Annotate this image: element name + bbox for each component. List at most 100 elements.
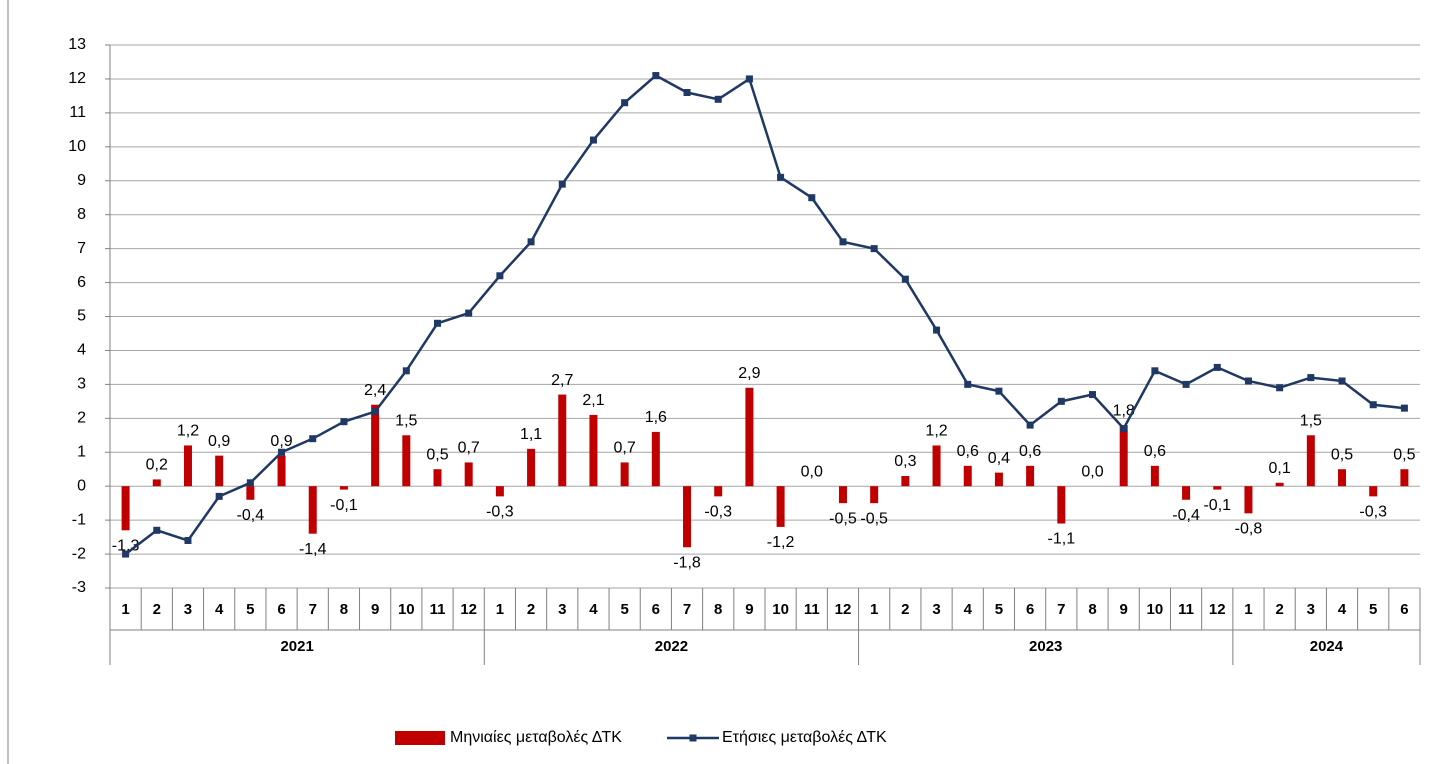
data-label: 1,8	[1113, 402, 1135, 419]
y-tick-label: -3	[72, 579, 86, 596]
data-label: 1,6	[645, 409, 667, 426]
bar	[527, 448, 536, 487]
x-tick-label: 2	[1275, 601, 1283, 618]
x-tick-label: 2	[153, 601, 161, 618]
line-marker	[278, 448, 286, 456]
x-tick-label: 1	[1244, 601, 1252, 618]
bar	[464, 462, 473, 487]
bar	[932, 445, 941, 487]
legend-label: Μηνιαίες μεταβολές ΔΤΚ	[450, 729, 622, 746]
y-tick-label: 2	[77, 410, 86, 427]
data-label: 2,9	[738, 365, 760, 382]
data-label: 2,1	[582, 392, 604, 409]
data-label: -0,3	[1359, 504, 1387, 521]
data-label: -0,1	[330, 497, 358, 514]
x-tick-label: 11	[430, 601, 446, 618]
bar	[1057, 486, 1066, 524]
line-marker	[1182, 380, 1190, 388]
line-marker	[465, 309, 473, 317]
y-tick-label: 0	[77, 477, 86, 494]
line-marker	[1276, 384, 1284, 392]
x-tick-label: 4	[589, 601, 598, 618]
line-marker	[1338, 377, 1346, 385]
data-label: 0,5	[426, 446, 448, 463]
y-tick-label: 13	[68, 36, 86, 53]
line-marker	[1057, 397, 1065, 405]
line-marker	[527, 238, 535, 246]
data-label: -0,1	[1203, 497, 1231, 514]
x-tick-label: 6	[1026, 601, 1034, 618]
data-label: 0,3	[894, 453, 916, 470]
x-tick-label: 7	[683, 601, 691, 618]
bar	[589, 414, 598, 487]
data-label: 2,4	[364, 382, 386, 399]
bar	[1275, 482, 1284, 487]
bar	[339, 486, 348, 490]
x-tick-label: 1	[121, 601, 129, 618]
legend-label: Ετήσιες μεταβολές ΔΤΚ	[722, 729, 887, 746]
x-tick-label: 2	[527, 601, 535, 618]
line-marker	[1213, 363, 1221, 371]
bar	[620, 462, 629, 487]
legend-swatch	[395, 731, 445, 745]
y-tick-label: -1	[72, 511, 86, 528]
x-tick-label: 4	[1338, 601, 1347, 618]
x-tick-label: 3	[932, 601, 940, 618]
data-label: 0,7	[614, 440, 636, 457]
line-marker	[1089, 391, 1096, 399]
x-tick-label: 11	[1178, 601, 1194, 618]
data-label: 0,6	[1019, 443, 1041, 460]
data-label: 0,0	[1081, 463, 1103, 480]
line-marker	[964, 380, 972, 388]
line-marker	[589, 136, 597, 144]
data-label: -0,5	[860, 510, 888, 527]
data-label: 0,9	[208, 433, 230, 450]
line-marker	[496, 272, 504, 280]
bar	[1213, 486, 1222, 490]
bar	[838, 486, 847, 504]
line	[124, 74, 1405, 556]
line-marker	[1307, 374, 1315, 382]
line-marker	[246, 479, 254, 487]
line-marker	[1026, 421, 1034, 429]
line-marker	[683, 89, 691, 97]
bar	[745, 387, 754, 487]
bar	[1369, 486, 1378, 497]
line-marker	[1151, 367, 1159, 375]
data-label: 0,0	[801, 463, 823, 480]
x-tick-label: 6	[652, 601, 660, 618]
line-marker	[714, 95, 722, 103]
y-tick-label: 8	[77, 206, 86, 223]
line-marker	[933, 326, 941, 334]
x-tick-label: 10	[1147, 601, 1164, 618]
data-label: 0,9	[270, 433, 292, 450]
data-label: 0,6	[1144, 443, 1166, 460]
data-label: -0,4	[237, 507, 265, 524]
y-tick-label: 7	[77, 240, 86, 257]
bar	[402, 435, 411, 487]
x-tick-label: 5	[995, 601, 1003, 618]
y-tick-label: 5	[77, 308, 86, 325]
y-tick-label: 11	[69, 104, 86, 121]
line-marker	[402, 367, 410, 375]
x-tick-label: 12	[835, 601, 852, 618]
data-label: 0,7	[458, 440, 480, 457]
line-marker	[215, 492, 223, 500]
data-label: 1,5	[1300, 413, 1322, 430]
data-label: 0,5	[1331, 446, 1353, 463]
line-marker	[1120, 424, 1128, 432]
x-tick-label: 4	[215, 601, 224, 618]
bar	[1182, 486, 1191, 500]
data-label: 1,1	[520, 426, 542, 443]
legend-marker	[689, 734, 697, 742]
line-marker	[652, 72, 660, 80]
line-marker	[153, 526, 161, 534]
bar	[994, 472, 1003, 487]
bar	[870, 486, 879, 504]
line-marker	[371, 408, 379, 416]
data-label: 0,4	[988, 450, 1010, 467]
data-label: -0,3	[486, 504, 514, 521]
x-tick-label: 6	[277, 601, 285, 618]
bar	[558, 394, 567, 487]
